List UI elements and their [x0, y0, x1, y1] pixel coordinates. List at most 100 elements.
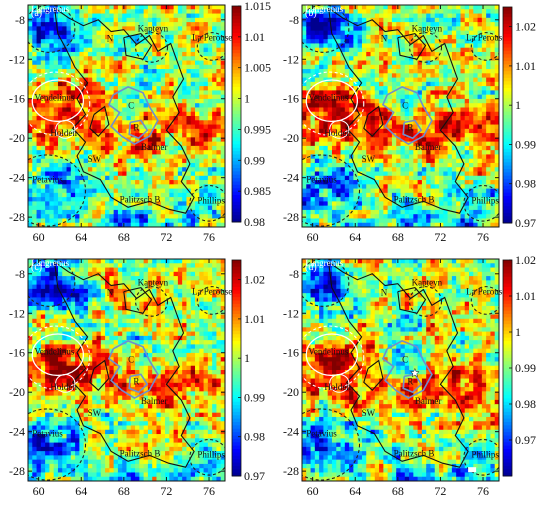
heatmap-cell	[319, 22, 325, 27]
heatmap-cell	[83, 222, 89, 227]
heatmap-cell	[53, 188, 59, 194]
heatmap-cell	[143, 171, 149, 177]
heatmap-cell	[40, 39, 46, 45]
heatmap-cell	[216, 150, 222, 156]
heatmap-cell	[117, 116, 123, 121]
heatmap-cell	[421, 81, 427, 87]
heatmap-cell	[96, 47, 102, 53]
heatmap-cell	[417, 214, 423, 220]
heatmap-cell	[96, 64, 102, 70]
heatmap-cell	[490, 167, 496, 173]
heatmap-cell	[349, 171, 354, 177]
heatmap-cell	[190, 69, 196, 74]
heatmap-cell	[75, 73, 80, 79]
heatmap-cell	[464, 47, 470, 53]
heatmap-cell	[156, 205, 162, 211]
heatmap-cell	[331, 39, 337, 45]
heatmap-cell	[443, 90, 449, 96]
heatmap-cell	[152, 116, 158, 121]
heatmap-cell	[421, 158, 427, 164]
heatmap-cell	[464, 103, 470, 109]
heatmap-cell	[477, 111, 483, 117]
heatmap-cell	[391, 103, 397, 109]
heatmap-cell	[421, 22, 427, 27]
heatmap-cell	[456, 133, 462, 138]
heatmap-cell	[165, 17, 170, 23]
heatmap-cell	[340, 47, 346, 53]
heatmap-cell	[147, 222, 153, 227]
heatmap-cell	[417, 17, 423, 23]
heatmap-cell	[190, 81, 196, 87]
heatmap-cell	[203, 77, 209, 83]
heatmap-cell	[473, 98, 479, 104]
heatmap-cell	[319, 201, 325, 207]
heatmap-cell	[139, 60, 145, 66]
heatmap-cell	[203, 175, 209, 181]
heatmap-cell	[430, 192, 436, 198]
heatmap-cell	[357, 180, 363, 185]
heatmap-cell	[173, 145, 179, 151]
heatmap-cell	[447, 209, 453, 215]
heatmap-cell	[36, 86, 42, 91]
heatmap-cell	[426, 214, 432, 220]
heatmap-cell	[156, 22, 162, 27]
heatmap-cell	[32, 180, 38, 185]
heatmap-cell	[349, 137, 354, 143]
heatmap-cell	[430, 167, 436, 173]
heatmap-cell	[66, 167, 72, 173]
heatmap-cell	[135, 56, 140, 62]
heatmap-cell	[417, 154, 423, 160]
heatmap-cell	[310, 184, 316, 190]
heatmap-cell	[469, 137, 474, 143]
heatmap-cell	[344, 22, 350, 27]
heatmap-cell	[70, 158, 76, 164]
heatmap-cell	[430, 107, 436, 113]
heatmap-cell	[314, 30, 320, 36]
heatmap-cell	[361, 60, 367, 66]
heatmap-cell	[421, 120, 427, 126]
heatmap-cell	[443, 81, 449, 87]
heatmap-cell	[456, 94, 462, 100]
heatmap-cell	[451, 133, 457, 138]
heatmap-cell	[40, 188, 46, 194]
heatmap-cell	[165, 111, 170, 117]
heatmap-cell	[464, 64, 470, 70]
heatmap-cell	[430, 73, 436, 79]
heatmap-cell	[177, 43, 183, 49]
heatmap-cell	[169, 209, 175, 215]
heatmap-cell	[203, 73, 209, 79]
heatmap-cell	[87, 111, 93, 117]
heatmap-cell	[302, 171, 307, 177]
heatmap-cell	[306, 22, 312, 27]
heatmap-cell	[396, 17, 402, 23]
heatmap-cell	[447, 171, 453, 177]
heatmap-cell	[460, 64, 466, 70]
heatmap-cell	[190, 22, 196, 27]
heatmap-cell	[117, 17, 123, 23]
heatmap-cell	[464, 188, 470, 194]
heatmap-cell	[40, 13, 46, 19]
heatmap-cell	[430, 145, 436, 151]
heatmap-cell	[207, 17, 213, 23]
heatmap-cell	[75, 26, 80, 32]
heatmap-cell	[212, 64, 218, 70]
heatmap-cell	[400, 133, 406, 138]
heatmap-cell	[165, 13, 170, 19]
heatmap-cell	[473, 116, 479, 121]
heatmap-cell	[96, 124, 102, 130]
heatmap-cell	[319, 137, 325, 143]
heatmap-cell	[336, 158, 342, 164]
heatmap-cell	[349, 69, 354, 74]
heatmap-cell	[357, 201, 363, 207]
heatmap-cell	[379, 69, 384, 74]
heatmap-cell	[169, 124, 175, 130]
heatmap-cell	[195, 205, 200, 211]
heatmap-cell	[357, 158, 363, 164]
heatmap-cell	[32, 94, 38, 100]
heatmap-cell	[374, 201, 380, 207]
heatmap-cell	[490, 60, 496, 66]
heatmap-cell	[409, 69, 414, 74]
heatmap-cell	[62, 137, 68, 143]
heatmap-cell	[96, 98, 102, 104]
heatmap-cell	[199, 145, 205, 151]
